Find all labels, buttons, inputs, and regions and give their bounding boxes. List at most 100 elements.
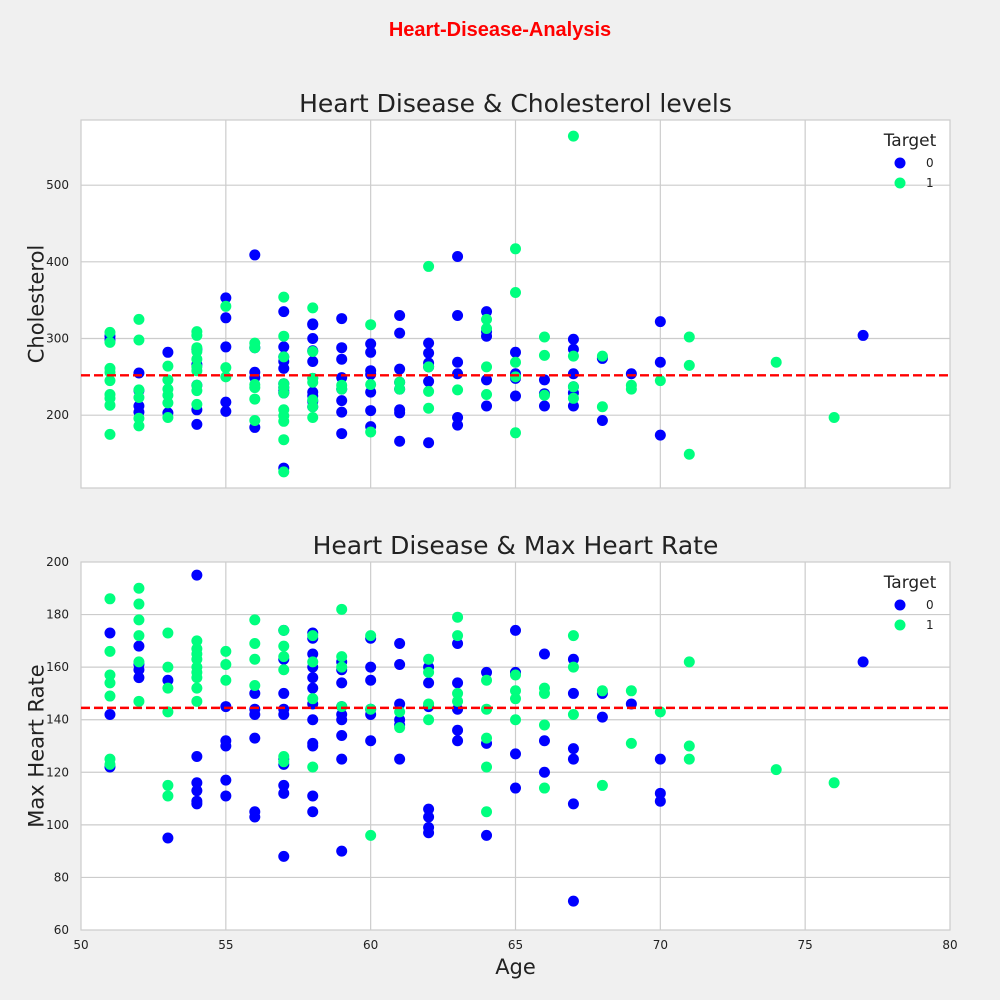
scatter-point-target-1	[249, 342, 261, 354]
scatter-point-target-1	[249, 680, 261, 692]
scatter-point-target-0	[104, 627, 116, 639]
heart-rate-y-axis-label: Max Heart Rate	[24, 664, 48, 827]
scatter-point-target-1	[567, 350, 579, 362]
scatter-point-target-1	[423, 260, 435, 272]
scatter-point-target-1	[220, 645, 232, 657]
scatter-point-target-0	[365, 405, 377, 417]
heart-rate-points	[104, 569, 869, 907]
scatter-point-target-0	[452, 637, 464, 649]
scatter-point-target-0	[481, 306, 493, 318]
scatter-point-target-1	[365, 426, 377, 438]
scatter-point-target-0	[307, 356, 319, 367]
scatter-point-target-0	[249, 249, 261, 261]
scatter-point-target-0	[336, 729, 348, 741]
scatter-point-target-0	[278, 708, 290, 720]
scatter-point-target-0	[278, 341, 290, 353]
scatter-point-target-1	[481, 674, 493, 686]
scatter-point-target-1	[191, 653, 203, 665]
scatter-point-target-0	[510, 390, 521, 402]
scatter-point-target-0	[394, 435, 406, 447]
scatter-point-target-0	[452, 703, 464, 715]
cholesterol-legend-title: Target	[883, 131, 937, 151]
y-tick-label: 80	[54, 870, 69, 884]
x-tick-label: 75	[798, 938, 813, 952]
scatter-point-target-0	[481, 330, 493, 342]
heart-rate-legend-label-0: 0	[926, 598, 934, 612]
scatter-point-target-1	[567, 381, 579, 393]
cholesterol-legend-label-0: 0	[926, 156, 934, 170]
scatter-point-target-1	[104, 669, 116, 681]
scatter-point-target-1	[452, 384, 464, 396]
scatter-point-target-0	[481, 400, 493, 412]
scatter-point-target-0	[567, 798, 579, 810]
scatter-point-target-0	[394, 363, 406, 375]
x-tick-label: 65	[508, 938, 523, 952]
y-tick-label: 200	[46, 555, 69, 569]
scatter-point-target-0	[133, 640, 145, 652]
scatter-point-target-0	[654, 429, 666, 441]
scatter-point-target-1	[510, 685, 521, 697]
scatter-point-target-1	[828, 777, 840, 789]
scatter-point-target-1	[365, 379, 377, 390]
scatter-point-target-1	[538, 389, 550, 401]
scatter-point-target-0	[336, 677, 348, 689]
scatter-point-target-0	[423, 347, 435, 359]
heart-rate-subplot: 60 80 100 120 140 160 180 200 50 55 60 65 70 75 80 Hea…	[24, 531, 957, 979]
scatter-point-target-1	[278, 330, 290, 342]
scatter-point-target-1	[191, 682, 203, 694]
y-tick-label: 120	[46, 765, 69, 779]
scatter-point-target-1	[336, 383, 348, 395]
heart-rate-tick-labels: 60 80 100 120 140 160 180 200 50 55 60 65 70 75 80	[46, 555, 958, 952]
scatter-point-target-1	[423, 402, 435, 414]
scatter-point-target-1	[191, 385, 203, 397]
scatter-point-target-0	[452, 368, 464, 380]
scatter-point-target-0	[307, 806, 319, 818]
scatter-point-target-0	[191, 777, 203, 789]
scatter-point-target-0	[452, 310, 464, 321]
scatter-point-target-1	[828, 411, 840, 423]
scatter-point-target-1	[567, 661, 579, 673]
scatter-point-target-1	[104, 593, 116, 605]
scatter-point-target-0	[538, 766, 550, 778]
scatter-point-target-1	[683, 740, 695, 752]
scatter-point-target-0	[510, 346, 521, 358]
scatter-point-target-0	[481, 374, 493, 386]
scatter-point-target-1	[510, 427, 521, 439]
scatter-point-target-1	[162, 411, 174, 423]
scatter-point-target-0	[365, 386, 377, 398]
scatter-point-target-1	[481, 732, 493, 744]
cholesterol-legend-marker-0	[894, 157, 906, 169]
scatter-point-target-0	[481, 829, 493, 841]
scatter-point-target-0	[423, 437, 435, 449]
scatter-point-target-0	[191, 418, 203, 430]
scatter-point-target-1	[510, 669, 521, 681]
scatter-point-target-0	[654, 356, 666, 368]
scatter-point-target-1	[162, 627, 174, 639]
scatter-point-target-0	[220, 774, 232, 786]
scatter-point-target-0	[654, 795, 666, 807]
y-tick-label: 60	[54, 923, 69, 937]
scatter-point-target-1	[249, 415, 261, 427]
scatter-point-target-1	[191, 672, 203, 684]
heart-rate-legend-title: Target	[883, 573, 937, 593]
scatter-point-target-1	[278, 651, 290, 663]
scatter-point-target-1	[307, 401, 319, 413]
scatter-point-target-1	[481, 761, 493, 773]
scatter-point-target-0	[307, 790, 319, 802]
scatter-point-target-0	[307, 740, 319, 752]
scatter-point-target-1	[307, 693, 319, 705]
scatter-point-target-1	[307, 630, 319, 642]
x-tick-label: 80	[942, 938, 957, 952]
scatter-point-target-1	[510, 371, 521, 383]
scatter-point-target-1	[538, 687, 550, 699]
scatter-point-target-1	[278, 756, 290, 768]
scatter-point-target-1	[191, 635, 203, 647]
scatter-point-target-1	[452, 687, 464, 699]
scatter-point-target-0	[220, 292, 232, 304]
scatter-point-target-1	[683, 753, 695, 765]
cholesterol-y-axis-label: Cholesterol	[24, 245, 48, 364]
scatter-point-target-1	[336, 701, 348, 713]
scatter-point-target-1	[481, 313, 493, 325]
scatter-point-target-1	[770, 356, 782, 368]
